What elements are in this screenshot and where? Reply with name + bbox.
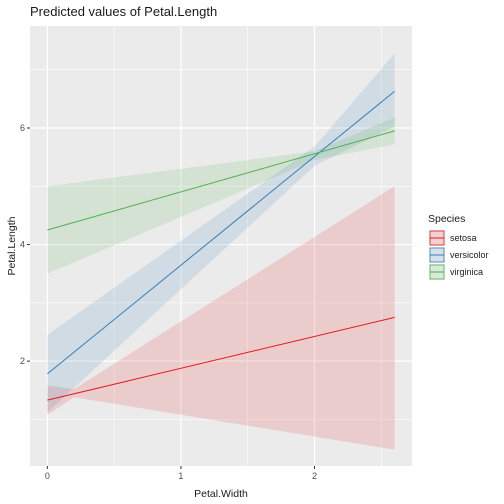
line-versicolor [47,90,395,375]
chart-title: Predicted values of Petal.Length [30,4,218,19]
y-tick-label: 2 [20,356,25,366]
line-virginica [47,130,395,231]
legend-title: Species [428,213,465,225]
y-tick-label: 6 [20,123,25,133]
prediction-lines [47,90,395,401]
x-tick-label: 0 [45,471,50,481]
x-tick-label: 2 [312,471,317,481]
line-setosa [47,316,395,401]
x-axis-title: Petal.Width [194,488,248,500]
legend-label-virginica: virginica [450,267,483,277]
legend-label-setosa: setosa [450,233,477,243]
y-tick-label: 4 [20,240,25,250]
axes: 0 1 2 2 4 6 [20,123,317,481]
x-tick-label: 1 [178,471,183,481]
legend-label-versicolor: versicolor [450,250,489,260]
legend: Species setosa versicolor virginica [428,213,489,280]
y-axis-title: Petal.Length [6,216,18,275]
grid-lines [30,26,412,466]
ci-band-virginica [47,117,395,274]
plot-panel [30,26,412,466]
ci-band-setosa [47,186,395,450]
